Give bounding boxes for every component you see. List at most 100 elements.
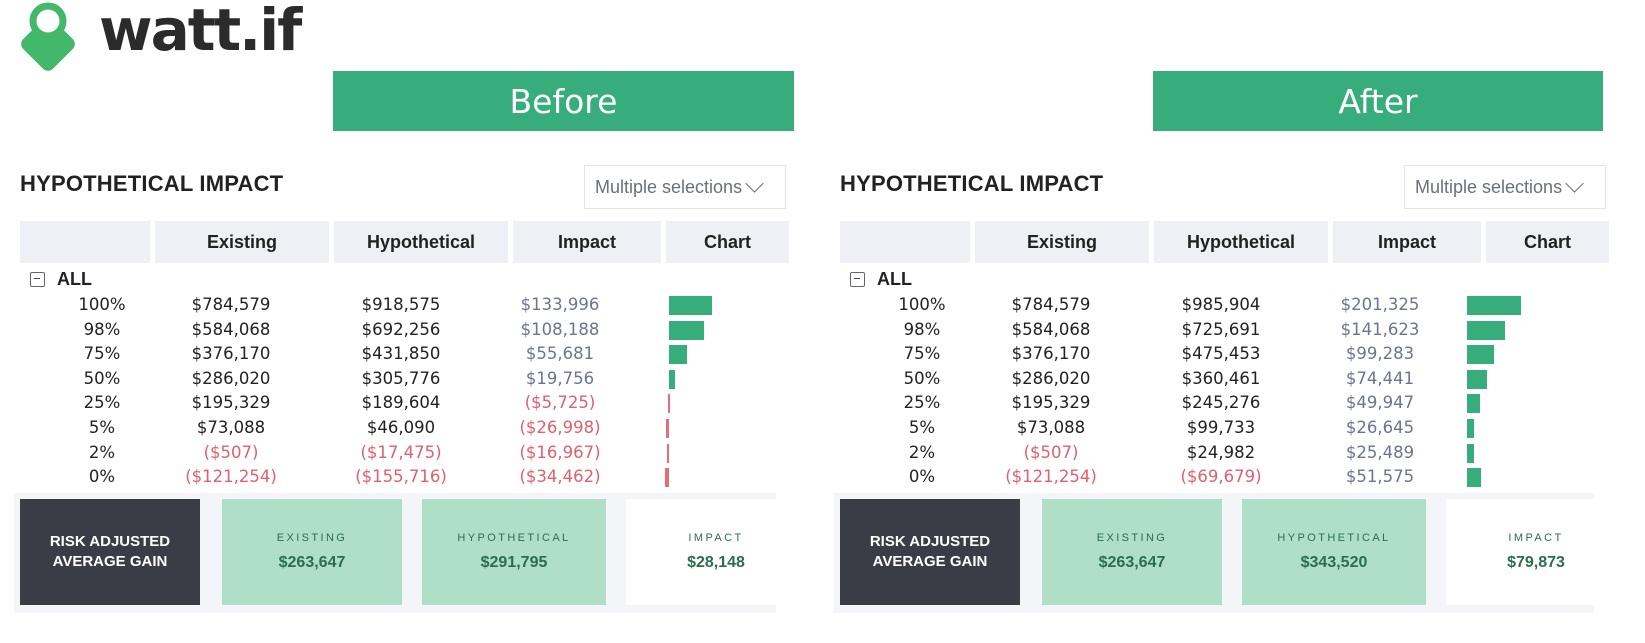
group-row-all: ALL [30,267,92,291]
table-row: 100% $784,579 $985,904 $201,325 [820,293,1620,318]
existing-card-label: EXISTING [276,532,348,544]
header-existing[interactable]: Existing [155,221,329,263]
header-chart[interactable]: Chart [666,221,789,263]
impact-chart-cell [1457,465,1573,490]
hypothetical-cell: $985,904 [1181,295,1261,314]
existing-cell: ($507) [203,442,259,462]
panel-title: HYPOTHETICAL IMPACT [20,171,284,196]
percentile-cell: 100% [898,295,946,314]
chevron-down-icon [745,173,764,193]
impact-chart-cell [1457,441,1573,466]
hypothetical-card-value: $343,520 [1300,554,1368,571]
hypothetical-cell: $918,575 [361,295,441,314]
impact-bar-positive [669,345,687,365]
impact-bar-positive [1467,369,1487,389]
hypothetical-cell: ($155,716) [355,467,447,487]
percentile-cell: 0% [88,467,116,487]
percentile-cell: 98% [903,319,941,339]
impact-chart-cell [637,391,753,416]
existing-cell: $376,170 [1011,344,1091,364]
header-existing[interactable]: Existing [975,221,1149,263]
hypothetical-cell: $692,256 [361,319,441,339]
impact-cell: $201,325 [1340,295,1420,314]
collapse-icon[interactable] [30,271,45,287]
existing-cell: ($121,254) [1005,467,1097,487]
selection-dropdown[interactable]: Multiple selections [1404,165,1606,209]
percentile-cell: 5% [88,417,116,437]
impact-cell: $25,489 [1345,442,1415,462]
table-row: 2% ($507) $24,982 $25,489 [820,441,1620,466]
impact-bar-positive [669,369,676,389]
hypothetical-cell: $725,691 [1181,319,1261,339]
header-blank [840,221,970,263]
group-label: ALL [57,268,92,289]
impact-chart-cell [1457,293,1573,318]
header-impact[interactable]: Impact [1333,221,1481,263]
table-row: 0% ($121,254) ($155,716) ($34,462) [0,465,800,490]
existing-cell: $286,020 [1011,368,1091,388]
existing-cell: $195,329 [191,393,271,413]
summary-cards: RISK ADJUSTED AVERAGE GAIN EXISTING $263… [14,493,806,613]
existing-cell: $376,170 [191,344,271,364]
percentile-cell: 75% [83,344,121,364]
hypothetical-cell: $99,733 [1186,417,1256,437]
percentile-cell: 2% [908,442,936,462]
impact-bar-negative [665,418,669,438]
header-hypothetical[interactable]: Hypothetical [334,221,508,263]
table-row: 75% $376,170 $475,453 $99,283 [820,342,1620,367]
existing-card-value: $263,647 [278,554,346,571]
collapse-icon[interactable] [850,271,865,287]
percentile-cell: 25% [83,393,121,413]
impact-card: IMPACT $28,148 [626,499,806,605]
impact-bar-positive [1467,296,1521,315]
impact-bar-positive [1467,345,1494,365]
data-rows: 100% $784,579 $918,575 $133,996 98% $584,068 $… [0,293,800,490]
header-impact[interactable]: Impact [513,221,661,263]
table-row: 25% $195,329 $189,604 ($5,725) [0,391,800,416]
existing-cell: ($507) [1023,442,1079,462]
impact-cell: $74,441 [1345,368,1415,388]
impact-cell: ($26,998) [519,417,601,437]
table-row: 98% $584,068 $692,256 $108,188 [0,318,800,343]
percentile-cell: 5% [908,417,936,437]
impact-chart-cell [1457,342,1573,367]
group-row-all: ALL [850,267,912,291]
table-row: 2% ($507) ($17,475) ($16,967) [0,441,800,466]
impact-bar-positive [1467,418,1475,438]
impact-bar-positive [669,320,704,340]
risk-adjusted-title-card: RISK ADJUSTED AVERAGE GAIN [20,499,200,605]
hypothetical-cell: $189,604 [361,393,441,413]
summary-cards: RISK ADJUSTED AVERAGE GAIN EXISTING $263… [834,493,1626,613]
impact-cell: $51,575 [1345,467,1415,487]
impact-chart-cell [637,293,753,318]
existing-cell: $286,020 [191,368,271,388]
impact-bar-negative [668,394,671,414]
dropdown-value: Multiple selections [595,176,743,197]
impact-cell: $19,756 [525,368,595,388]
existing-card: EXISTING $263,647 [222,499,402,605]
hypothetical-cell: $245,276 [1181,393,1261,413]
impact-chart-cell [1457,318,1573,343]
impact-cell: ($34,462) [519,467,601,487]
before-impact-panel: HYPOTHETICAL IMPACT Multiple selections … [0,155,806,643]
summary-title-line2: AVERAGE GAIN [872,553,988,570]
header-blank [20,221,150,263]
impact-cell: $49,947 [1345,393,1415,413]
table-row: 75% $376,170 $431,850 $55,681 [0,342,800,367]
existing-cell: $73,088 [1016,417,1086,437]
impact-chart-cell [637,441,753,466]
impact-cell: ($5,725) [524,393,596,413]
selection-dropdown[interactable]: Multiple selections [584,165,786,209]
summary-title-line2: AVERAGE GAIN [52,553,168,570]
table-row: 5% $73,088 $99,733 $26,645 [820,416,1620,441]
impact-chart-cell [1457,367,1573,392]
percentile-cell: 2% [88,442,116,462]
impact-chart-cell [637,465,753,490]
header-hypothetical[interactable]: Hypothetical [1154,221,1328,263]
table-row: 5% $73,088 $46,090 ($26,998) [0,416,800,441]
logo-wordmark: watt.if [99,0,302,64]
header-chart[interactable]: Chart [1486,221,1609,263]
impact-cell: $133,996 [520,295,600,314]
impact-chart-cell [1457,391,1573,416]
impact-bar-positive [1467,443,1474,463]
